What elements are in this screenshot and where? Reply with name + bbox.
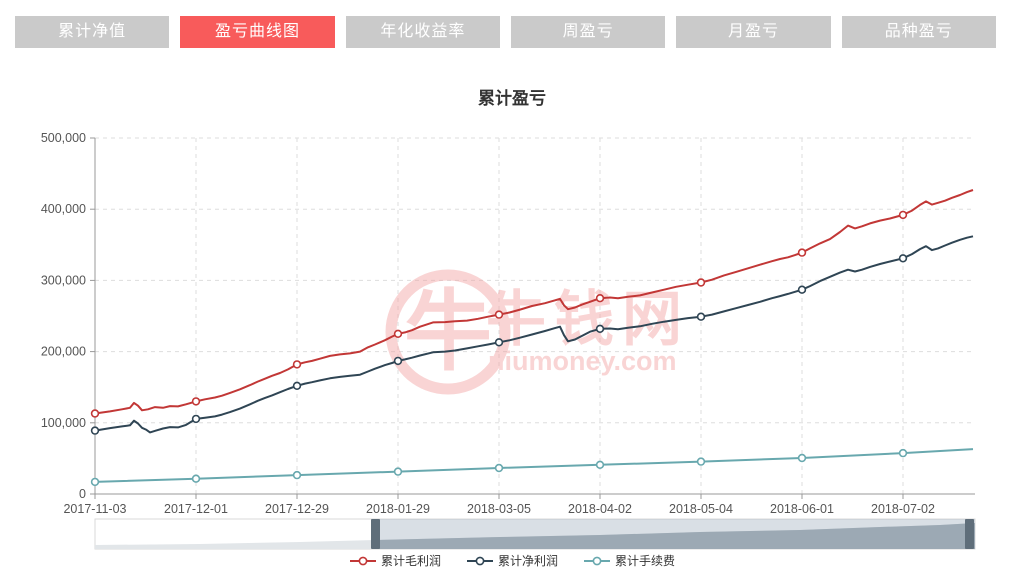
legend-line-circle-icon [466,556,493,565]
series-marker-1 [797,285,807,294]
series-marker-2 [191,474,201,483]
y-tick-label: 100,000 [41,416,86,430]
legend-label: 累计净利润 [497,554,558,568]
series-marker-1 [393,356,403,366]
chart-title: 累计盈亏 [478,89,546,108]
series-marker-0 [696,278,706,287]
series-marker-0 [898,210,908,220]
series-marker-1 [494,338,504,347]
series-marker-1 [898,254,908,263]
series-marker-2 [494,463,504,473]
legend-item-2[interactable]: 累计手续费 [584,552,675,569]
tab-5[interactable]: 品种盈亏 [841,16,996,48]
datazoom-right-handle[interactable] [965,519,974,549]
x-tick-label: 2017-11-03 [63,502,126,516]
x-tick-label: 2018-05-04 [669,502,733,516]
series-marker-1 [292,381,302,390]
legend-label: 累计毛利润 [380,554,441,568]
series-marker-2 [696,457,706,466]
legend-line-circle-icon [349,556,376,565]
series-marker-0 [191,397,201,406]
series-marker-2 [90,477,100,487]
series-marker-0 [90,409,100,418]
y-tick-label: 0 [79,487,86,501]
legend-item-0[interactable]: 累计毛利润 [349,552,441,569]
x-tick-label: 2018-01-29 [366,502,430,516]
x-tick-label: 2017-12-29 [265,502,329,516]
tab-bar: 累计净值 盈亏曲线图 年化收益率 周盈亏 月盈亏 品种盈亏 [15,16,996,48]
chart-legend: 累计毛利润 累计净利润 累计手续费 [0,552,1025,569]
series-marker-2 [595,460,605,469]
y-tick-label: 500,000 [41,131,86,145]
y-tick-label: 300,000 [41,273,86,287]
watermark-logo-symbol: 牛 [404,282,492,381]
tab-2[interactable]: 年化收益率 [345,16,500,48]
series-marker-2 [292,470,302,480]
series-marker-1 [696,312,706,321]
series-marker-2 [393,467,403,476]
series-marker-0 [292,360,302,369]
datazoom-left-handle[interactable] [371,519,380,549]
x-tick-label: 2018-07-02 [871,502,935,516]
x-tick-label: 2017-12-01 [164,502,228,516]
series-marker-1 [191,414,201,424]
series-marker-0 [595,294,605,303]
watermark-title: 牛钱网 [486,286,690,353]
datazoom-selected-window[interactable] [375,519,975,549]
legend-item-1[interactable]: 累计净利润 [466,552,558,569]
x-tick-label: 2018-06-01 [770,502,834,516]
series-marker-0 [797,248,807,257]
y-tick-label: 400,000 [41,202,86,216]
legend-line-circle-icon [584,556,610,565]
x-tick-label: 2018-04-02 [568,502,632,516]
series-line-1 [94,235,974,434]
tab-3[interactable]: 周盈亏 [510,16,666,48]
series-marker-0 [393,329,403,338]
series-marker-2 [898,448,908,458]
tab-4[interactable]: 月盈亏 [676,16,831,48]
series-line-2 [94,448,974,483]
tab-0[interactable]: 累计净值 [15,16,170,48]
series-marker-2 [797,453,807,463]
series-marker-1 [595,324,605,333]
tab-1-active[interactable]: 盈亏曲线图 [180,16,335,48]
legend-label: 累计手续费 [615,554,676,568]
watermark-domain: niumoney.com [488,346,677,376]
series-marker-0 [494,310,504,319]
y-tick-label: 200,000 [41,345,86,359]
series-marker-1 [90,426,100,435]
datazoom-selected-area [375,523,975,549]
series-line-0 [94,189,974,415]
x-tick-label: 2018-03-05 [467,502,531,516]
